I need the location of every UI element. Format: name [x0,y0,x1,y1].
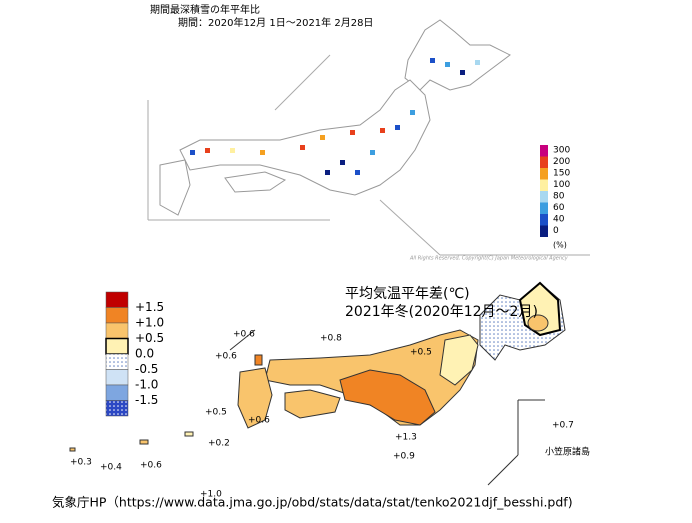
legend-swatch [540,214,548,226]
annotation: +0.6 [215,352,237,362]
title: 期間最深積雪の年平年比 [150,3,260,16]
region-label: 小笠原諸島 [545,446,590,458]
annotation: +0.6 [248,416,270,426]
border-line [487,454,519,486]
legend-label: +1.5 [135,300,164,314]
annotation: +0.3 [70,458,92,468]
legend-swatch [105,291,129,308]
shikoku [284,389,341,419]
annotation: +0.5 [205,408,227,418]
legend-label: 0 [553,226,559,236]
island [69,447,76,452]
title: 平均気温平年差(℃) [345,286,470,302]
legend-swatch [540,168,548,180]
copyright: All Rights Reserved, Copyright(C) Japan … [409,256,569,262]
annotation: +0.5 [410,348,432,358]
island [184,431,194,437]
legend-label: 40 [553,215,565,225]
legend-label: -0.5 [135,362,158,376]
annotation: +1.3 [395,433,417,443]
kyushu [237,367,273,429]
legend-swatch [540,191,548,203]
border-line [379,199,441,256]
tohoku [439,334,479,386]
legend-swatch [540,179,548,191]
annotation: +0.9 [393,452,415,462]
legend-label: -1.5 [135,393,158,407]
border-line [229,329,256,351]
annotation: +0.4 [100,463,122,473]
annotation: +0.6 [140,461,162,471]
legend-label: 60 [553,203,565,213]
legend-swatch [105,322,129,339]
legend-label: +1.0 [135,316,164,330]
honshu [179,79,431,196]
legend-swatch [540,156,548,168]
legend-swatch [540,225,548,237]
shikoku [224,171,287,193]
legend-label: 100 [553,180,570,190]
subtitle: 2021年冬(2020年12月～2月) [345,304,538,320]
border-line [274,54,331,111]
legend-label: 200 [553,157,570,167]
source: 気象庁HP（https://www.data.jma.go.jp/obd/sta… [52,495,573,510]
legend-swatch [105,337,129,355]
legend-swatch [105,353,129,370]
station-markers [190,58,480,175]
legend-label: 80 [553,192,565,202]
legend-swatch [105,369,129,386]
annotation: +0.6 [233,330,255,340]
legend-label: 0.0 [135,347,154,361]
hokkaido [404,19,511,91]
annotation: +0.7 [552,421,574,431]
legend-swatch [105,307,129,324]
legend-label: -1.0 [135,378,158,392]
legend-swatch [540,145,548,157]
temperature-map [69,281,566,486]
legend-swatch [540,202,548,214]
legend-label: 150 [553,169,570,179]
island [254,354,263,366]
legend-unit: (%) [553,241,567,250]
kyushu [159,159,191,216]
hokkaido-region [527,314,549,332]
legend-label: +0.5 [135,331,164,345]
annotation: +0.8 [320,334,342,344]
kanto-chubu [339,369,436,426]
legend-swatch [105,384,129,401]
island [139,439,149,445]
period: 期間：2020年12月 1日～2021年 2月28日 [178,16,373,29]
snow-map [140,0,600,265]
annotation: +1.0 [200,490,222,500]
legend-label: 300 [553,146,570,156]
annotation: +0.2 [208,439,230,449]
legend-swatch [105,400,129,417]
